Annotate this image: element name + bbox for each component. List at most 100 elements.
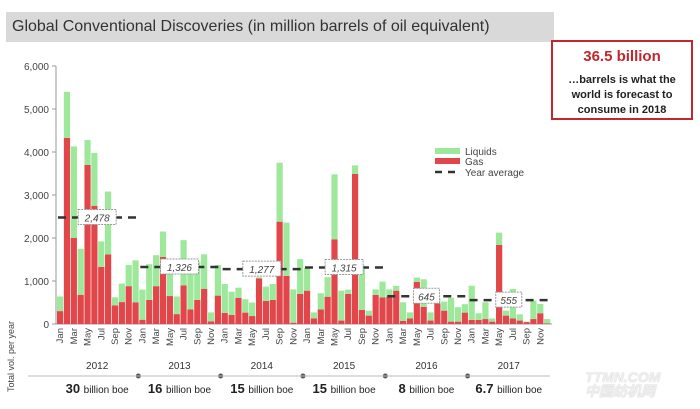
liquids-bar — [221, 284, 228, 313]
average-label-box — [77, 208, 117, 225]
liquids-bar — [413, 277, 420, 282]
month-label: May — [494, 328, 505, 346]
liquids-bar — [317, 293, 324, 310]
month-label: Mar — [480, 328, 491, 344]
gas-bar — [91, 205, 98, 324]
liquids-bar — [125, 265, 132, 287]
liquids-bar — [427, 312, 434, 321]
gas-bar — [84, 164, 91, 324]
month-label: May — [165, 328, 176, 346]
month-label: Nov — [206, 328, 217, 345]
liquids-bar — [475, 313, 482, 320]
liquids-bar — [118, 283, 125, 303]
month-label: Sep — [110, 328, 121, 345]
month-label: Jan — [467, 328, 478, 343]
liquids-bar — [70, 146, 77, 238]
gas-bar — [530, 319, 537, 324]
liquids-bar — [194, 261, 201, 300]
liquids-bar — [77, 248, 84, 295]
month-label: Mar — [316, 328, 327, 344]
liquids-bar — [351, 165, 359, 174]
gas-bar — [544, 323, 551, 324]
liquids-bar — [166, 272, 173, 297]
liquids-bar — [372, 289, 379, 295]
liquids-bar — [132, 260, 139, 303]
gas-bar — [502, 315, 510, 324]
gas-bar — [406, 318, 414, 324]
month-label: Mar — [69, 328, 80, 344]
gas-bar — [324, 296, 331, 324]
gas-bar — [420, 306, 427, 324]
month-label: Nov — [288, 328, 299, 345]
liquids-bar — [214, 265, 221, 296]
liquids-bar — [242, 299, 249, 313]
liquids-bar — [461, 304, 468, 313]
liquids-bar — [345, 289, 352, 294]
liquids-bar — [269, 284, 276, 300]
gas-bar — [441, 310, 448, 324]
y-tick-label: 4,000 — [24, 148, 49, 159]
gas-bar — [537, 313, 544, 324]
gas-bar — [331, 239, 338, 324]
gas-bar — [118, 302, 125, 324]
gas-bar — [496, 244, 503, 324]
gas-bar — [454, 321, 462, 324]
gas-bar — [351, 173, 359, 324]
gas-bar — [105, 254, 112, 324]
liquids-bar — [324, 277, 331, 297]
gas-bar — [303, 290, 311, 324]
average-label-box — [495, 291, 523, 308]
year-total: 30 billion boe — [66, 381, 130, 396]
year-total: 16 billion boe — [148, 381, 212, 396]
gas-bar — [173, 314, 180, 324]
month-label: Jan — [55, 328, 66, 343]
month-label: Sep — [275, 328, 286, 345]
liquids-bar — [441, 301, 448, 311]
gas-bar — [427, 320, 434, 324]
liquids-bar — [235, 287, 242, 298]
average-label-box — [324, 258, 364, 275]
gas-bar — [317, 309, 324, 324]
month-label: Mar — [151, 328, 162, 344]
gas-bar — [393, 290, 400, 324]
month-label: Sep — [522, 328, 533, 345]
year-label: 2013 — [168, 361, 191, 372]
average-label: 1,326 — [167, 263, 192, 274]
liquids-bar — [255, 277, 263, 279]
liquids-bar — [468, 285, 475, 320]
gas-bar — [221, 312, 228, 324]
y-tick-label: 2,000 — [24, 234, 49, 245]
gas-bar — [57, 311, 64, 324]
gas-bar — [235, 297, 242, 324]
legend-liquids-swatch — [435, 148, 460, 154]
month-label: May — [412, 328, 423, 346]
average-label-box — [242, 260, 282, 277]
liquids-bar — [331, 174, 338, 240]
gas-bar — [509, 318, 516, 324]
legend-gas-swatch — [435, 158, 460, 164]
gas-bar — [194, 299, 201, 324]
liquids-bar — [146, 264, 153, 300]
gas-bar — [468, 319, 475, 324]
average-label: 1,277 — [249, 265, 274, 276]
liquids-bar — [358, 265, 366, 311]
year-label: 2014 — [251, 361, 274, 372]
year-label: 2012 — [86, 361, 109, 372]
legend-liquids-label: Liquids — [465, 147, 497, 158]
month-label: May — [83, 328, 94, 346]
gas-bar — [63, 137, 71, 324]
month-label: Jul — [426, 328, 437, 340]
liquids-bar — [84, 139, 91, 165]
average-label-box — [412, 287, 440, 304]
month-label: Nov — [453, 328, 464, 345]
gas-bar — [207, 321, 215, 324]
liquids-bar — [489, 318, 496, 322]
month-label: Nov — [535, 328, 546, 345]
gas-bar — [201, 288, 208, 324]
gas-bar — [475, 319, 482, 324]
liquids-bar — [544, 319, 551, 324]
liquids-bar — [207, 312, 215, 322]
month-label: Nov — [124, 328, 135, 345]
gas-bar — [146, 299, 153, 324]
